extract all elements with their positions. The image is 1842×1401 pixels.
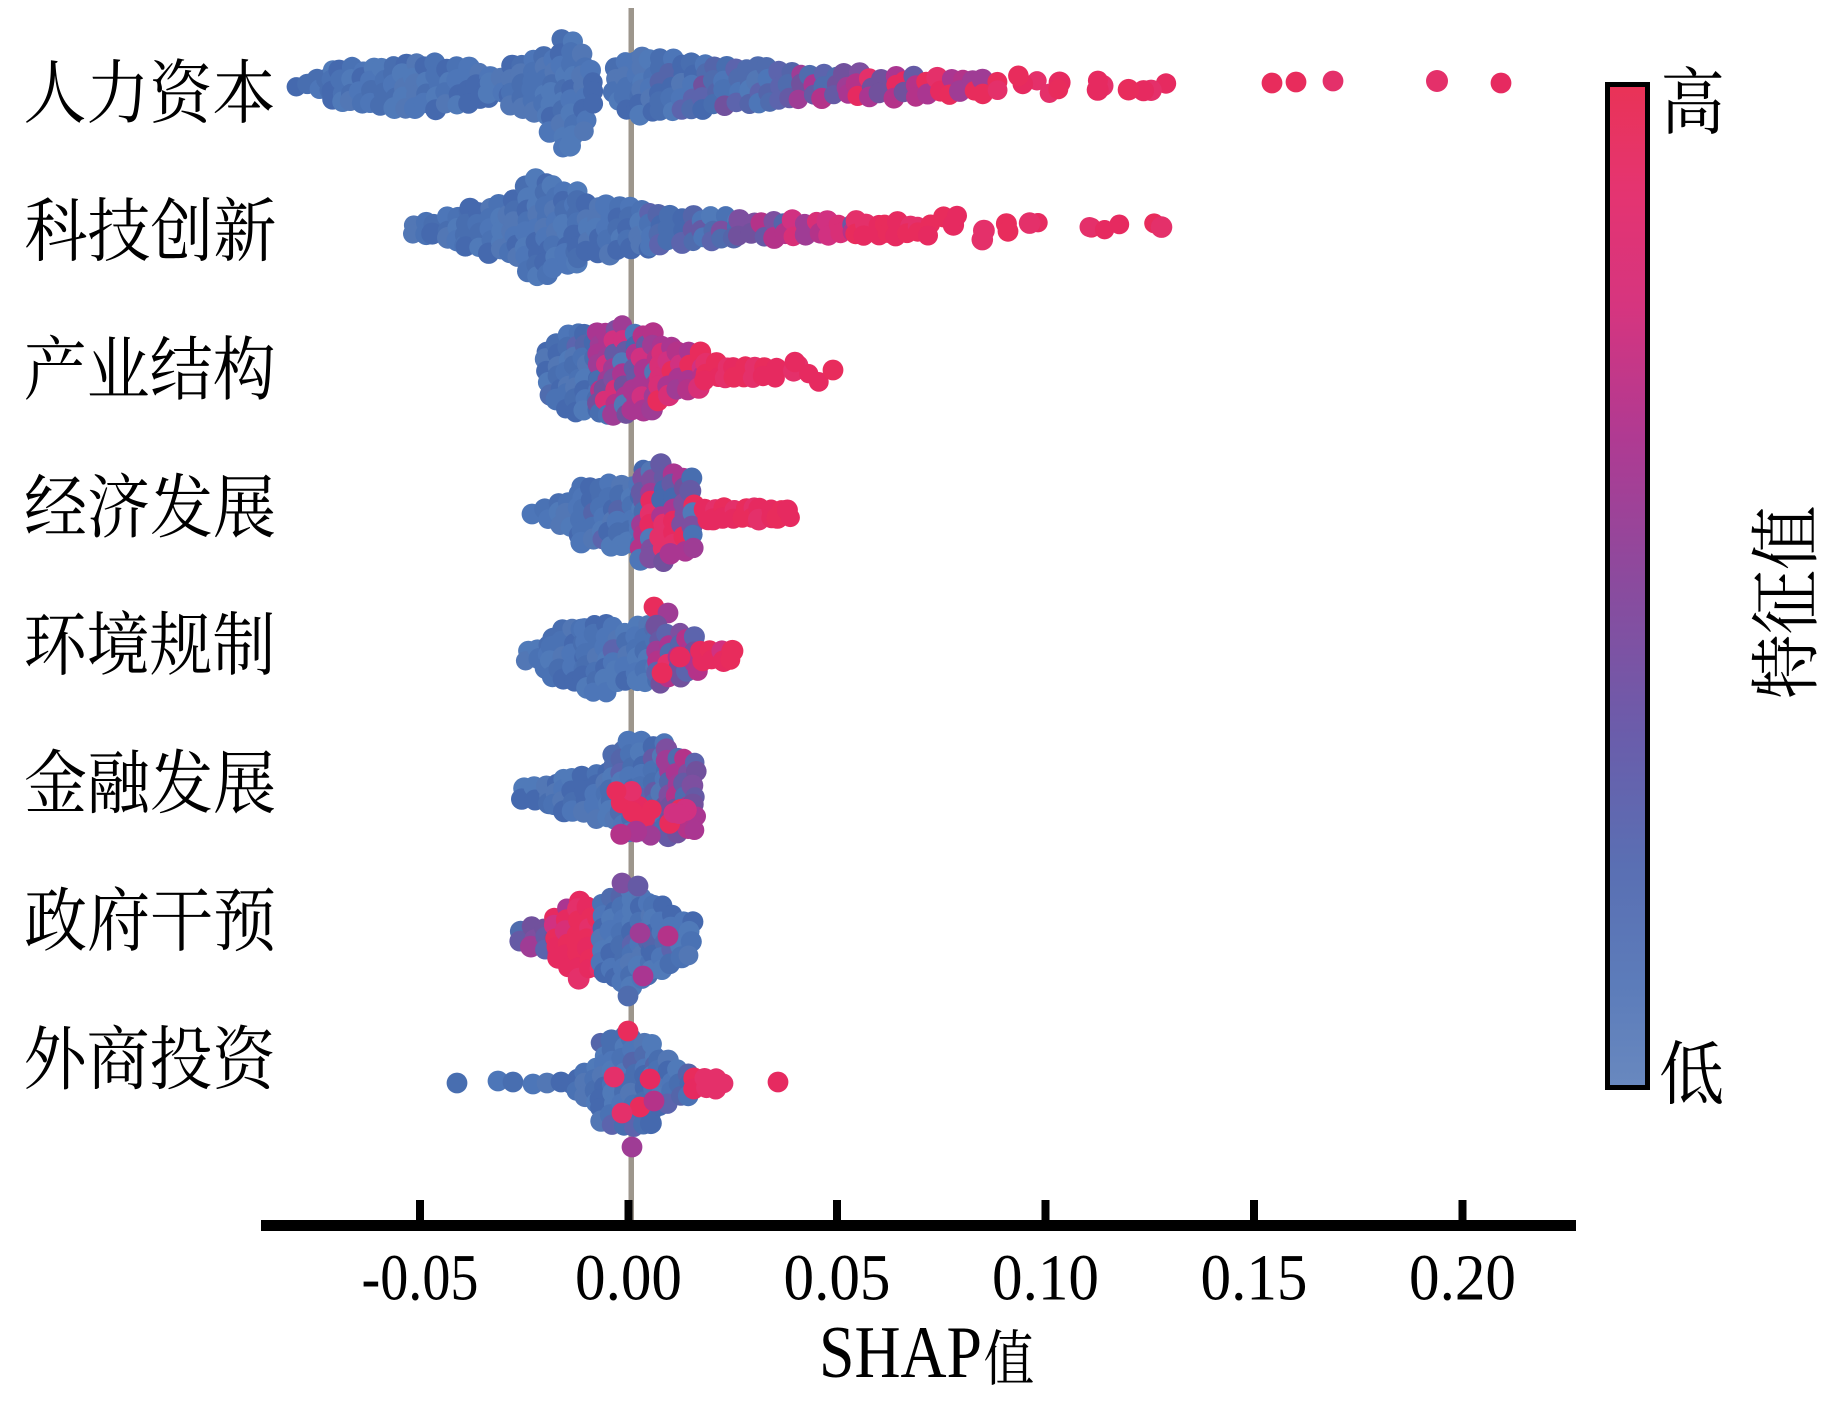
svg-text:-0.05: -0.05 [362, 1242, 479, 1315]
svg-text:SHAP: SHAP [819, 1312, 982, 1394]
svg-text:0.10: 0.10 [992, 1242, 1099, 1315]
svg-text:0.20: 0.20 [1409, 1242, 1516, 1315]
svg-text:0.05: 0.05 [784, 1242, 891, 1315]
svg-text:0.15: 0.15 [1201, 1242, 1308, 1315]
svg-text:0.00: 0.00 [575, 1242, 682, 1315]
